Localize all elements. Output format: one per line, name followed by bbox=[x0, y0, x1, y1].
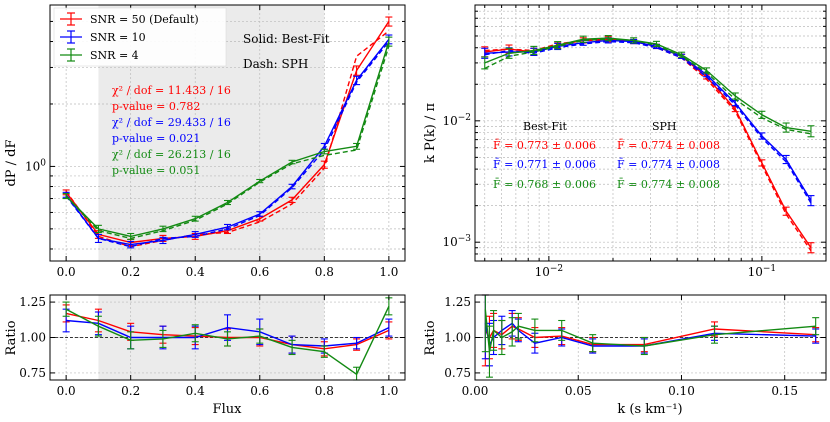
legend-entry-snr10: SNR = 10 bbox=[60, 30, 146, 44]
panel-power-spectrum: 10−2 10−1 10−3 10−2 k P(k) / π Best-Fit SPH… bbox=[423, 4, 827, 279]
fbar-sph-snr50: F̄ = 0.774 ± 0.008 bbox=[617, 139, 720, 152]
y-tick-label: 1.25 bbox=[444, 295, 471, 309]
x-tick-label: 0.2 bbox=[121, 265, 140, 279]
legend: SNR = 50 (Default) SNR = 10 SNR = 4 bbox=[53, 7, 227, 67]
y-tick-label: 0.75 bbox=[444, 366, 471, 380]
x-axis-label: k (s km⁻¹) bbox=[617, 402, 682, 417]
x-tick-label: 0.4 bbox=[186, 384, 205, 398]
y-axis-label: Ratio bbox=[4, 320, 19, 355]
x-tick-label: 0.2 bbox=[121, 384, 140, 398]
y-tick-label: 1.00 bbox=[19, 331, 46, 345]
x-tick-label: 0.0 bbox=[57, 265, 76, 279]
pvalue-snr10: p-value = 0.021 bbox=[112, 132, 200, 145]
x-tick-label: 0.05 bbox=[565, 384, 592, 398]
x-tick-label: 0.0 bbox=[57, 384, 76, 398]
ticks: 0.0 0.2 0.4 0.6 0.8 1.0 100 bbox=[25, 5, 405, 279]
ticks: 0.00 0.05 0.10 0.15 0.75 1.00 1.25 bbox=[444, 295, 826, 398]
fbar-bestfit-snr4: F̄ = 0.768 ± 0.006 bbox=[493, 178, 596, 191]
series-group bbox=[481, 35, 815, 254]
series-line-sph bbox=[484, 40, 812, 204]
series-line-bestfit bbox=[484, 37, 812, 132]
y-tick-label: 100 bbox=[25, 158, 46, 173]
y-tick-label: 10−2 bbox=[442, 113, 471, 128]
x-tick-label: 0.6 bbox=[250, 265, 269, 279]
y-tick-label: 10−3 bbox=[442, 234, 471, 249]
series-line-sph bbox=[484, 38, 812, 135]
fbar-bestfit-snr50: F̄ = 0.773 ± 0.006 bbox=[493, 139, 596, 152]
chi2-snr10: χ² / dof = 29.433 / 16 bbox=[112, 116, 231, 129]
legend-entry-snr4: SNR = 4 bbox=[60, 48, 139, 62]
x-tick-label: 10−1 bbox=[748, 264, 777, 279]
y-axis-label: dP / dF bbox=[4, 139, 19, 186]
column-header-sph: SPH bbox=[652, 120, 677, 133]
legend-entry-snr50: SNR = 50 (Default) bbox=[60, 12, 199, 26]
legend-label: SNR = 50 (Default) bbox=[90, 13, 199, 26]
ticks: 10−2 10−1 10−3 10−2 bbox=[442, 5, 826, 279]
x-tick-label: 1.0 bbox=[379, 265, 398, 279]
ticks: 0.0 0.2 0.4 0.6 0.8 1.0 0.75 1.00 1.25 bbox=[19, 295, 405, 398]
x-tick-label: 0.15 bbox=[771, 384, 798, 398]
axes-frame bbox=[49, 4, 406, 262]
series-group bbox=[62, 297, 393, 381]
y-tick-label: 0.75 bbox=[19, 366, 46, 380]
column-header-bestfit: Best-Fit bbox=[523, 120, 568, 133]
x-axis-label: Flux bbox=[213, 402, 243, 417]
pvalue-snr50: p-value = 0.782 bbox=[112, 100, 200, 113]
style-note-solid: Solid: Best-Fit bbox=[243, 32, 330, 46]
chi2-snr4: χ² / dof = 26.213 / 16 bbox=[112, 148, 231, 161]
y-tick-label: 1.25 bbox=[19, 295, 46, 309]
x-tick-label: 0.8 bbox=[315, 265, 334, 279]
panel-power-ratio: 0.00 0.05 0.10 0.15 0.75 1.00 1.25 Ratio k (s … bbox=[423, 294, 827, 417]
panel-flux-ratio: 0.0 0.2 0.4 0.6 0.8 1.0 0.75 1.00 1.25 Ratio Flu… bbox=[4, 294, 406, 417]
panel-flux-pdf: 0.0 0.2 0.4 0.6 0.8 1.0 100 dP / dF SNR = 50 (… bbox=[4, 4, 406, 279]
legend-box bbox=[53, 7, 227, 67]
x-tick-label: 0.6 bbox=[250, 384, 269, 398]
style-note-dash: Dash: SPH bbox=[243, 57, 308, 71]
x-tick-label: 0.8 bbox=[315, 384, 334, 398]
grid bbox=[475, 5, 826, 261]
fbar-sph-snr4: F̄ = 0.774 ± 0.008 bbox=[617, 178, 720, 191]
series-group bbox=[62, 16, 393, 249]
x-tick-label: 0.00 bbox=[462, 384, 489, 398]
legend-label: SNR = 4 bbox=[90, 49, 139, 62]
y-axis-label: k P(k) / π bbox=[423, 103, 438, 163]
y-axis-label: Ratio bbox=[423, 320, 438, 355]
legend-label: SNR = 10 bbox=[90, 31, 146, 44]
pvalue-snr4: p-value = 0.051 bbox=[112, 164, 200, 177]
x-tick-label: 1.0 bbox=[379, 384, 398, 398]
fbar-bestfit-snr10: F̄ = 0.771 ± 0.006 bbox=[493, 158, 596, 171]
ratio-line bbox=[484, 309, 816, 352]
series-group bbox=[481, 294, 820, 378]
x-tick-label: 0.10 bbox=[668, 384, 695, 398]
chi2-snr50: χ² / dof = 11.433 / 16 bbox=[112, 84, 231, 97]
y-tick-label: 1.00 bbox=[444, 331, 471, 345]
x-tick-label: 10−2 bbox=[535, 264, 564, 279]
series-line-sph bbox=[65, 45, 390, 240]
x-tick-label: 0.4 bbox=[186, 265, 205, 279]
fbar-sph-snr10: F̄ = 0.774 ± 0.008 bbox=[617, 158, 720, 171]
